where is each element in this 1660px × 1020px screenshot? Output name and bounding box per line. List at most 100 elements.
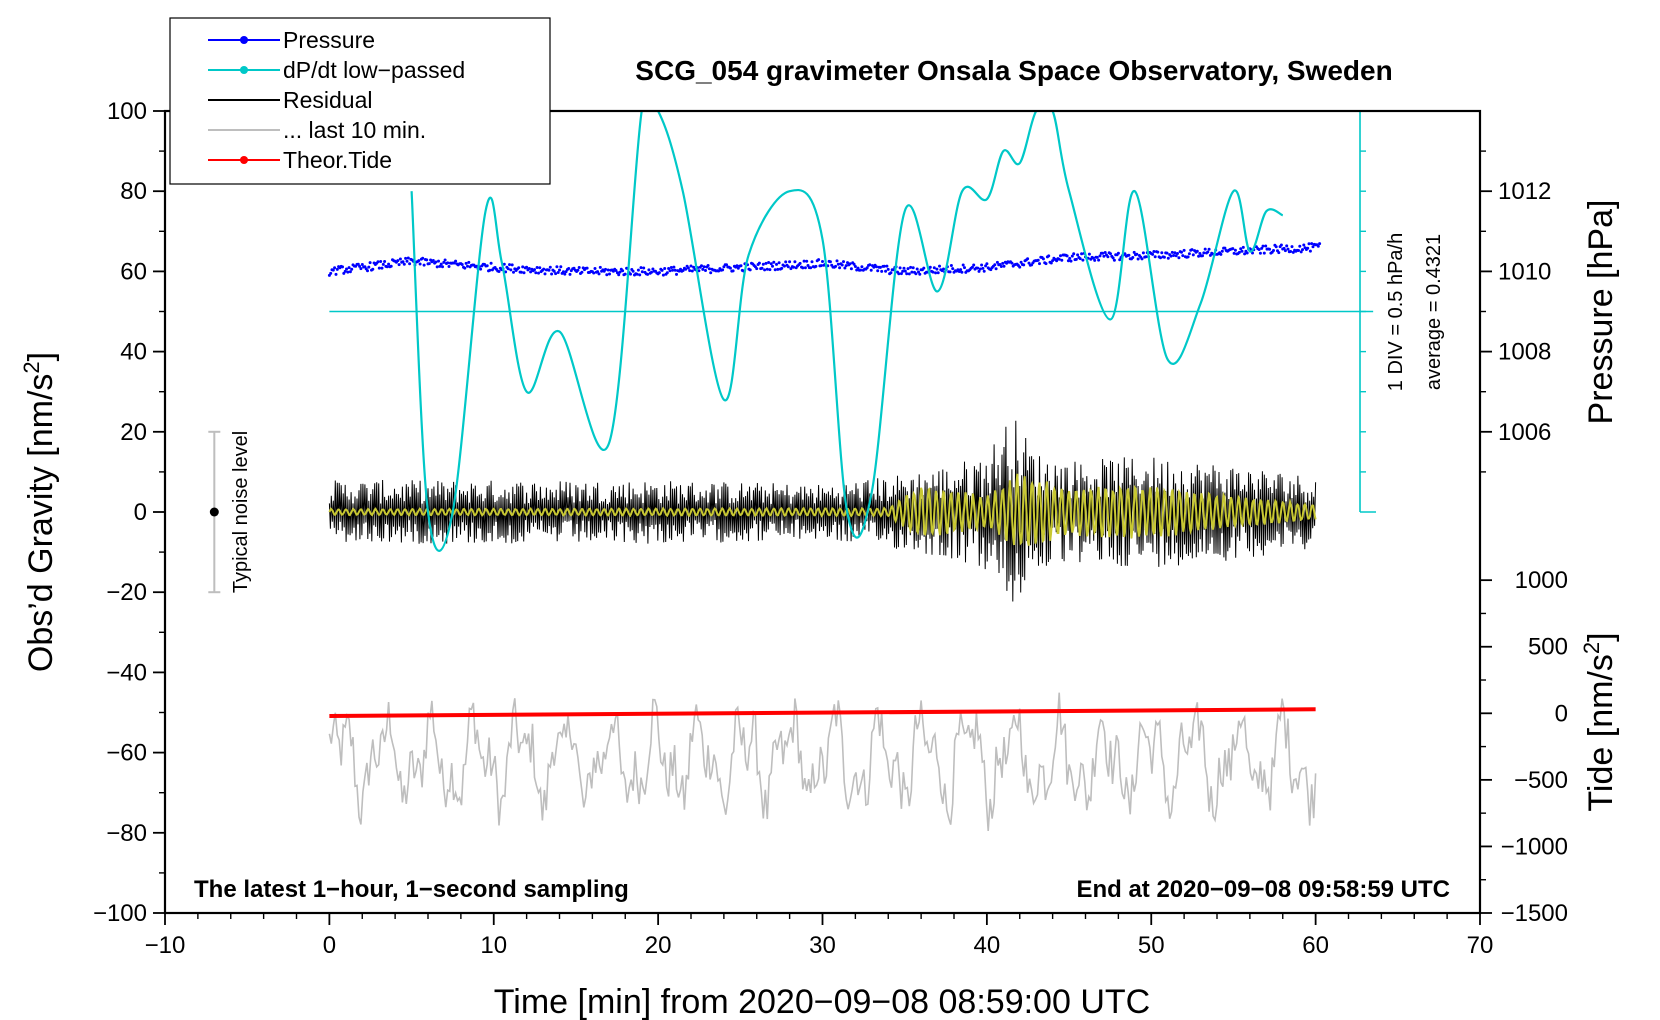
pressure-point: [717, 269, 721, 273]
tide-tick-label: 500: [1528, 634, 1568, 661]
pressure-point: [1066, 259, 1070, 263]
legend: Pressure dP/dt low−passed Residual ... last…: [169, 17, 551, 185]
pressure-point: [1055, 259, 1059, 263]
pressure-point: [942, 267, 945, 271]
noise-level-dot: [209, 507, 219, 517]
pressure-point: [479, 267, 483, 271]
y-tick-label: −60: [106, 740, 147, 767]
pressure-point: [1279, 243, 1283, 247]
pressure-point: [406, 256, 410, 260]
pressure-point: [898, 266, 902, 270]
pressure-point: [1098, 254, 1102, 258]
pressure-point: [1274, 245, 1278, 249]
pressure-point: [360, 263, 364, 266]
pressure-point: [909, 265, 913, 269]
pressure-point: [377, 266, 381, 270]
pressure-point: [1282, 246, 1286, 250]
pressure-point: [512, 270, 515, 274]
pressure-point: [1289, 250, 1293, 253]
pressure-point: [868, 263, 872, 267]
pressure-point: [1166, 256, 1170, 260]
pressure-point: [593, 267, 597, 270]
pressure-point: [437, 259, 440, 263]
pressure-point: [358, 264, 362, 268]
pressure-point: [980, 263, 984, 267]
pressure-point: [438, 264, 442, 268]
pressure-point: [1206, 250, 1210, 254]
pressure-point: [840, 263, 844, 267]
pressure-point: [517, 266, 521, 270]
pressure-point: [994, 267, 998, 271]
pressure-point: [543, 272, 547, 276]
pressure-point: [389, 264, 393, 268]
pressure-point: [1132, 250, 1136, 254]
legend-label: dP/dt low−passed: [283, 57, 465, 83]
pressure-point: [651, 267, 655, 271]
pressure-point: [489, 261, 493, 265]
pressure-point: [739, 264, 743, 268]
pressure-point: [1290, 245, 1294, 249]
pressure-point: [548, 265, 552, 269]
pressure-point: [1272, 249, 1275, 252]
pressure-point: [475, 264, 479, 268]
x-tick-label: 30: [809, 932, 836, 959]
pressure-point: [1131, 256, 1135, 259]
pressure-point: [552, 269, 556, 273]
pressure-point: [1237, 250, 1241, 254]
legend-label: Pressure: [283, 27, 375, 53]
y-tick-label: 40: [120, 339, 147, 366]
pressure-point: [1174, 254, 1178, 258]
pressure-point: [1001, 261, 1005, 265]
pressure-point: [488, 268, 492, 272]
pressure-point: [636, 268, 640, 272]
pressure-point: [1116, 251, 1120, 255]
pressure-point: [1051, 259, 1055, 263]
pressure-point: [860, 265, 864, 269]
pressure-point: [1170, 250, 1174, 254]
pressure-point: [914, 272, 918, 276]
pressure-point: [556, 271, 560, 274]
pressure-point: [1019, 260, 1023, 264]
pressure-point: [1180, 250, 1183, 254]
x-axis-label: Time [min] from 2020−09−08 08:59:00 UTC: [494, 983, 1150, 1020]
pressure-point: [993, 263, 997, 267]
pressure-point: [525, 265, 529, 269]
pressure-tick-label: 1012: [1498, 178, 1551, 205]
pressure-point: [1241, 245, 1245, 249]
pressure-point: [447, 265, 451, 268]
pressure-point: [1078, 257, 1082, 261]
pressure-point: [398, 257, 402, 261]
pressure-point: [441, 265, 444, 269]
pressure-point: [907, 272, 911, 276]
pressure-point: [463, 266, 467, 270]
pressure-point: [1182, 248, 1186, 252]
legend-label: ... last 10 min.: [283, 117, 426, 143]
pressure-point: [446, 261, 450, 265]
pressure-point: [1298, 244, 1302, 248]
pressure-point: [497, 270, 501, 273]
pressure-point: [1081, 258, 1085, 262]
pressure-point: [856, 266, 860, 270]
legend-label: Theor.Tide: [283, 147, 392, 173]
pressure-point: [773, 268, 777, 272]
pressure-point: [901, 269, 905, 273]
pressure-point: [768, 268, 772, 272]
pressure-point: [522, 271, 526, 275]
pressure-point: [418, 262, 422, 266]
pressure-point: [821, 260, 824, 263]
pressure-point: [669, 266, 673, 269]
pressure-point: [529, 270, 533, 274]
pressure-point: [771, 264, 774, 268]
pressure-point: [684, 267, 688, 271]
pressure-point: [805, 259, 809, 263]
pressure-point: [585, 266, 589, 270]
pressure-point: [1316, 244, 1320, 248]
pressure-point: [454, 259, 458, 263]
pressure-point: [675, 272, 678, 276]
pressure-tick-label: 1008: [1498, 339, 1551, 366]
pressure-point: [329, 271, 333, 275]
legend-marker: [240, 66, 248, 74]
pressure-point: [784, 260, 788, 264]
pressure-point: [977, 269, 981, 273]
pressure-point: [995, 260, 999, 264]
